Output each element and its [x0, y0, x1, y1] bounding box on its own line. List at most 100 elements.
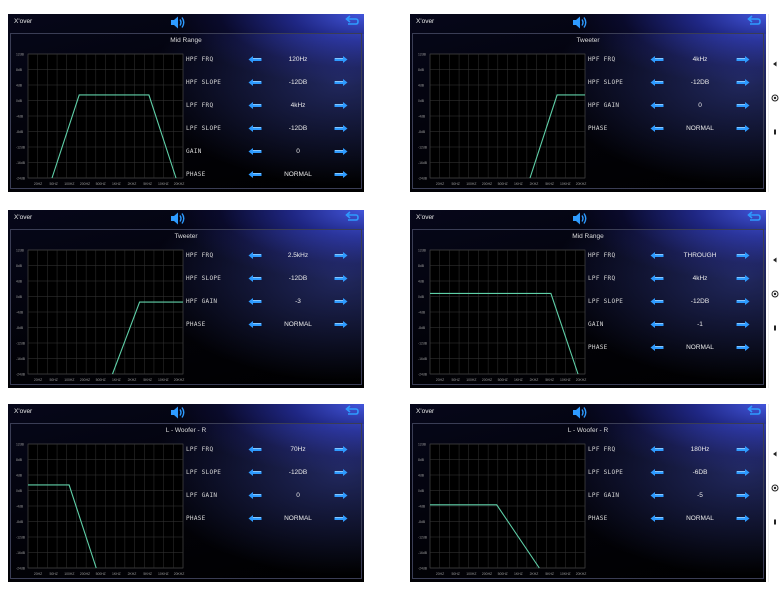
- parameter-list: LPF FRQ 180Hz LPF SLOPE -6DB LPF GAIN -5 PHASE…: [588, 440, 760, 532]
- speaker-volume-icon[interactable]: [572, 405, 589, 420]
- right-arrow-icon[interactable]: [334, 320, 348, 329]
- home-circle-icon[interactable]: [771, 484, 779, 492]
- left-arrow-icon[interactable]: [248, 468, 262, 477]
- left-arrow-icon[interactable]: [248, 445, 262, 454]
- right-arrow-icon[interactable]: [334, 491, 348, 500]
- parameter-label: HPF FRQ: [186, 56, 214, 63]
- y-tick-label: 4dB: [418, 474, 425, 478]
- parameter-row: HPF GAIN 0: [588, 96, 760, 119]
- right-arrow-icon[interactable]: [736, 78, 750, 87]
- home-circle-icon[interactable]: [771, 94, 779, 102]
- speaker-volume-icon[interactable]: [572, 211, 589, 226]
- left-arrow-icon[interactable]: [248, 491, 262, 500]
- speaker-volume-icon[interactable]: [572, 15, 589, 30]
- left-arrow-icon[interactable]: [650, 297, 664, 306]
- right-arrow-icon[interactable]: [736, 445, 750, 454]
- left-arrow-icon[interactable]: [650, 251, 664, 260]
- y-tick-label: -8dB: [418, 326, 426, 330]
- right-arrow-icon[interactable]: [334, 514, 348, 523]
- home-circle-icon[interactable]: [771, 290, 779, 298]
- parameter-row: HPF SLOPE -12DB: [186, 269, 358, 292]
- left-arrow-icon[interactable]: [650, 445, 664, 454]
- x-tick-label: 200HZ: [482, 378, 492, 382]
- x-tick-label: 50HZ: [452, 378, 460, 382]
- parameter-row: LPF SLOPE -12DB: [588, 292, 760, 315]
- left-arrow-icon[interactable]: [248, 297, 262, 306]
- right-arrow-icon[interactable]: [334, 445, 348, 454]
- right-arrow-icon[interactable]: [334, 251, 348, 260]
- right-arrow-icon[interactable]: [334, 101, 348, 110]
- left-arrow-icon[interactable]: [650, 124, 664, 133]
- right-arrow-icon[interactable]: [736, 343, 750, 352]
- return-arrow-icon[interactable]: [345, 15, 359, 28]
- menu-square-icon[interactable]: [771, 128, 779, 136]
- parameter-label: LPF FRQ: [588, 446, 616, 453]
- return-arrow-icon[interactable]: [747, 211, 761, 224]
- left-arrow-icon[interactable]: [650, 274, 664, 283]
- left-arrow-icon[interactable]: [650, 491, 664, 500]
- left-arrow-icon[interactable]: [248, 320, 262, 329]
- left-arrow-icon[interactable]: [650, 320, 664, 329]
- right-arrow-icon[interactable]: [334, 55, 348, 64]
- back-triangle-icon[interactable]: [771, 256, 779, 264]
- right-arrow-icon[interactable]: [736, 101, 750, 110]
- parameter-value: NORMAL: [284, 515, 312, 522]
- left-arrow-icon[interactable]: [248, 147, 262, 156]
- y-tick-label: 8dB: [418, 458, 425, 462]
- right-arrow-icon[interactable]: [736, 320, 750, 329]
- back-triangle-icon[interactable]: [771, 450, 779, 458]
- speaker-volume-icon[interactable]: [170, 15, 187, 30]
- menu-square-icon[interactable]: [771, 324, 779, 332]
- left-arrow-icon[interactable]: [248, 55, 262, 64]
- right-arrow-icon[interactable]: [736, 55, 750, 64]
- frequency-response-graph: 12dB 8dB 4dB 0dB -4dB -8dB -12dB -16dB -24dB 20HZ…: [418, 249, 587, 383]
- x-tick-label: 100HZ: [64, 572, 74, 576]
- return-arrow-icon[interactable]: [747, 405, 761, 418]
- left-arrow-icon[interactable]: [248, 170, 262, 179]
- back-triangle-icon[interactable]: [771, 60, 779, 68]
- right-arrow-icon[interactable]: [736, 274, 750, 283]
- right-arrow-icon[interactable]: [736, 251, 750, 260]
- right-arrow-icon[interactable]: [334, 468, 348, 477]
- x-tick-label: 20KHZ: [174, 572, 185, 576]
- x-tick-label: 1KHZ: [514, 378, 523, 382]
- return-arrow-icon[interactable]: [345, 405, 359, 418]
- left-arrow-icon[interactable]: [248, 274, 262, 283]
- parameter-row: GAIN 0: [186, 142, 358, 165]
- parameter-value: 2.5kHz: [287, 252, 309, 259]
- return-arrow-icon[interactable]: [345, 211, 359, 224]
- left-arrow-icon[interactable]: [650, 343, 664, 352]
- left-arrow-icon[interactable]: [248, 251, 262, 260]
- right-arrow-icon[interactable]: [736, 297, 750, 306]
- left-arrow-icon[interactable]: [650, 55, 664, 64]
- return-arrow-icon[interactable]: [747, 15, 761, 28]
- parameter-row: PHASE NORMAL: [186, 315, 358, 338]
- left-arrow-icon[interactable]: [650, 101, 664, 110]
- left-arrow-icon[interactable]: [248, 124, 262, 133]
- left-arrow-icon[interactable]: [248, 78, 262, 87]
- x-tick-label: 20HZ: [436, 182, 444, 186]
- right-arrow-icon[interactable]: [736, 491, 750, 500]
- left-arrow-icon[interactable]: [650, 78, 664, 87]
- parameter-label: LPF FRQ: [186, 446, 214, 453]
- left-arrow-icon[interactable]: [650, 514, 664, 523]
- menu-square-icon[interactable]: [771, 518, 779, 526]
- left-arrow-icon[interactable]: [248, 514, 262, 523]
- right-arrow-icon[interactable]: [334, 124, 348, 133]
- right-arrow-icon[interactable]: [736, 514, 750, 523]
- speaker-volume-icon[interactable]: [170, 405, 187, 420]
- x-tick-label: 20KHZ: [576, 378, 587, 382]
- right-arrow-icon[interactable]: [736, 124, 750, 133]
- right-arrow-icon[interactable]: [334, 147, 348, 156]
- parameter-row: LPF GAIN 0: [186, 486, 358, 509]
- right-arrow-icon[interactable]: [334, 274, 348, 283]
- left-arrow-icon[interactable]: [248, 101, 262, 110]
- settings-panel: Tweeter 12dB 8dB 4dB 0dB -4dB -8dB -12dB -16dB -2…: [10, 229, 362, 385]
- left-arrow-icon[interactable]: [650, 468, 664, 477]
- right-arrow-icon[interactable]: [334, 170, 348, 179]
- right-arrow-icon[interactable]: [334, 297, 348, 306]
- parameter-value: 4kHz: [290, 102, 306, 109]
- right-arrow-icon[interactable]: [736, 468, 750, 477]
- right-arrow-icon[interactable]: [334, 78, 348, 87]
- speaker-volume-icon[interactable]: [170, 211, 187, 226]
